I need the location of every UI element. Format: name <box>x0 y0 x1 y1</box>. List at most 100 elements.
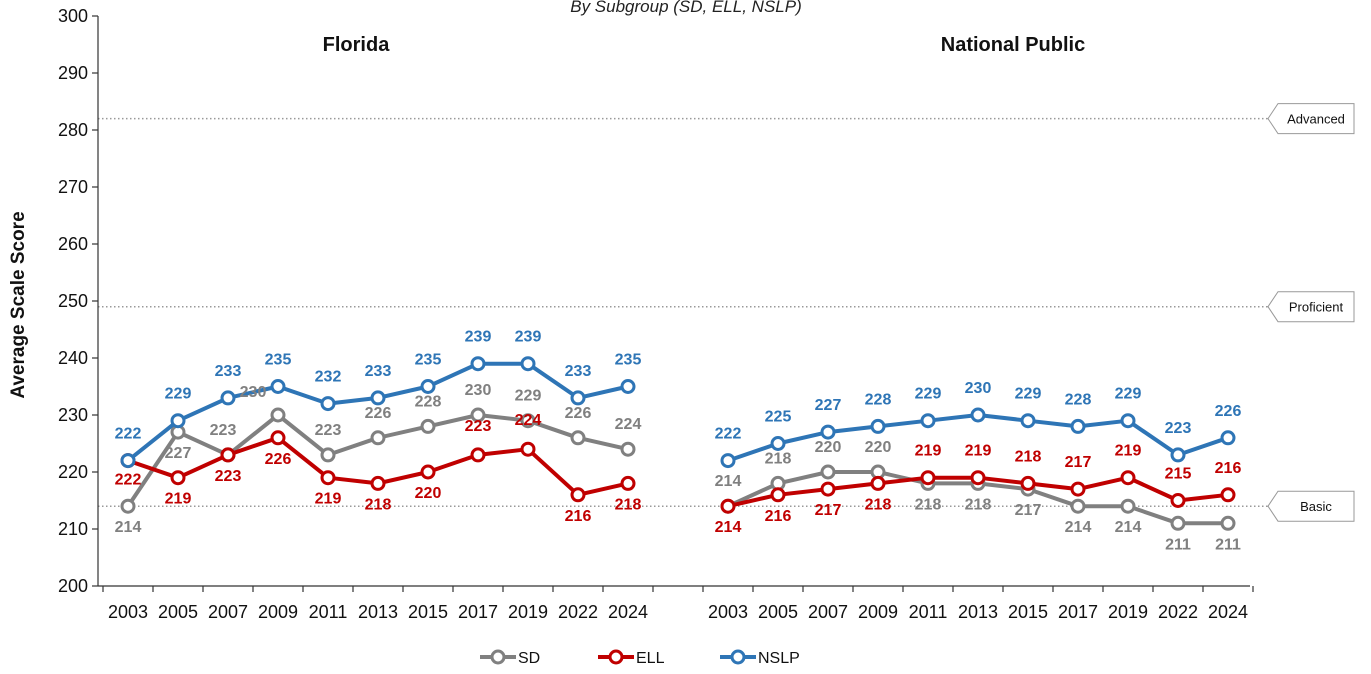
panel-title-florida: Florida <box>323 34 391 56</box>
data-label-nslp: 228 <box>1065 391 1092 408</box>
point-sd <box>1120 498 1136 514</box>
reference-flag-basic <box>1267 490 1355 522</box>
data-label-sd: 218 <box>965 496 992 513</box>
y-tick-label: 210 <box>58 519 88 539</box>
point-ell <box>270 430 286 446</box>
data-label-sd: 214 <box>115 519 142 536</box>
data-label-ell: 222 <box>115 472 142 489</box>
data-label-nslp: 230 <box>965 380 992 397</box>
data-label-nslp: 227 <box>815 397 842 414</box>
data-label-ell: 224 <box>515 412 542 429</box>
data-label-ell: 218 <box>1015 448 1042 465</box>
point-nslp <box>620 379 636 394</box>
data-label-sd: 230 <box>465 382 492 399</box>
x-tick-label: 2007 <box>808 602 848 622</box>
data-label-nslp: 233 <box>215 363 242 380</box>
point-sd <box>1070 498 1086 514</box>
point-nslp <box>920 413 936 429</box>
x-tick-label: 2017 <box>458 602 498 622</box>
y-tick-label: 260 <box>58 234 88 254</box>
x-tick-label: 2013 <box>958 602 998 622</box>
data-label-ell: 216 <box>1215 460 1242 477</box>
x-tick-label: 2017 <box>1058 602 1098 622</box>
point-ell <box>1020 475 1036 491</box>
data-label-nslp: 229 <box>165 386 192 403</box>
point-ell <box>370 475 386 491</box>
point-sd <box>570 430 586 446</box>
y-tick-label: 290 <box>58 63 88 83</box>
y-axis-label: Average Scale Score <box>8 211 29 398</box>
point-nslp <box>570 390 586 406</box>
x-tick-label: 2024 <box>608 602 648 622</box>
y-tick-label: 270 <box>58 177 88 197</box>
data-label-nslp: 239 <box>515 329 542 346</box>
data-label-nslp: 225 <box>765 409 792 426</box>
data-label-ell: 214 <box>715 519 742 536</box>
x-tick-label: 2011 <box>309 602 348 622</box>
x-tick-label: 2022 <box>1158 602 1198 622</box>
point-sd <box>320 447 336 463</box>
point-nslp <box>520 356 536 372</box>
legend-entry-sd: SD <box>480 649 540 667</box>
data-label-sd: 211 <box>1165 536 1191 553</box>
point-sd <box>520 413 536 429</box>
data-label-ell: 218 <box>865 496 892 513</box>
data-label-ell: 217 <box>1065 454 1092 471</box>
data-label-nslp: 235 <box>615 352 642 369</box>
point-ell <box>870 475 886 491</box>
data-label-ell: 219 <box>315 491 342 508</box>
point-nslp <box>870 418 886 434</box>
data-label-nslp: 235 <box>265 352 292 369</box>
point-sd <box>120 498 136 514</box>
point-ell <box>220 447 236 463</box>
data-label-sd: 218 <box>765 450 792 467</box>
data-label-nslp: 239 <box>465 329 492 346</box>
x-tick-label: 2009 <box>858 602 898 622</box>
reference-label-advanced: Advanced <box>1287 112 1345 127</box>
point-ell <box>520 441 536 457</box>
x-tick-label: 2003 <box>708 602 748 622</box>
data-label-sd: 218 <box>915 496 942 513</box>
data-label-sd: 223 <box>315 422 342 439</box>
legend-swatch-marker <box>730 649 746 665</box>
point-nslp <box>1220 430 1236 446</box>
data-label-ell: 218 <box>365 496 392 513</box>
x-tick-label: 2007 <box>208 602 248 622</box>
data-label-nslp: 223 <box>1165 420 1192 437</box>
legend-label: SD <box>518 650 540 667</box>
data-label-ell: 219 <box>1115 443 1142 460</box>
data-label-ell: 216 <box>765 508 792 525</box>
point-nslp <box>370 390 386 406</box>
point-nslp <box>720 453 736 469</box>
point-sd <box>1220 515 1236 531</box>
data-label-sd: 226 <box>365 405 392 422</box>
y-tick-label: 200 <box>58 576 88 596</box>
data-label-sd: 214 <box>1065 519 1092 536</box>
x-tick-label: 2003 <box>108 602 148 622</box>
data-label-nslp: 226 <box>1215 403 1242 420</box>
x-tick-label: 2013 <box>358 602 398 622</box>
y-tick-label: 280 <box>58 120 88 140</box>
y-tick-label: 250 <box>58 291 88 311</box>
data-label-nslp: 229 <box>1015 386 1042 403</box>
x-tick-label: 2009 <box>258 602 298 622</box>
data-label-sd: 226 <box>565 405 592 422</box>
x-tick-label: 2019 <box>1108 602 1148 622</box>
y-tick-label: 220 <box>58 462 88 482</box>
point-nslp <box>970 407 986 423</box>
data-label-nslp: 235 <box>415 352 442 369</box>
reference-flag-advanced <box>1267 103 1355 135</box>
data-label-ell: 219 <box>915 443 942 460</box>
data-label-ell: 219 <box>165 491 192 508</box>
point-sd <box>1170 515 1186 531</box>
data-label-sd: 220 <box>865 439 892 456</box>
data-label-nslp: 233 <box>565 363 592 380</box>
x-tick-label: 2011 <box>909 602 948 622</box>
data-label-sd: 228 <box>415 393 442 410</box>
point-nslp <box>270 379 286 394</box>
point-sd <box>820 464 836 480</box>
point-nslp <box>770 436 786 451</box>
data-label-ell: 217 <box>815 502 842 519</box>
point-nslp <box>1020 413 1036 429</box>
